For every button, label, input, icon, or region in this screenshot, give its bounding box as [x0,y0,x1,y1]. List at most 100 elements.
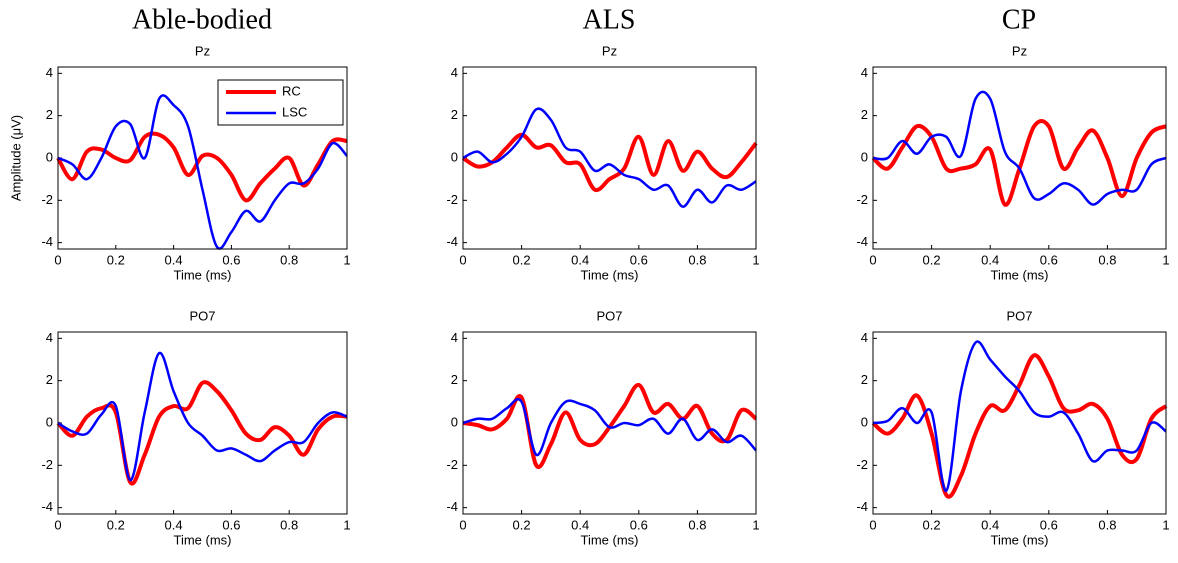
axes-box [57,331,348,515]
y-tick-label: 2 [861,107,868,122]
y-axis-label: Amplitude (μV) [8,115,23,201]
x-tick-label: 0.6 [630,517,648,532]
column-title: ALS [583,4,636,35]
column-title: Able-bodied [132,4,272,35]
y-tick-label: -2 [446,457,458,472]
x-axis-label: Time (ms) [580,532,638,547]
y-tick-label: 4 [46,330,53,345]
x-tick-label: 0 [869,252,876,267]
x-tick-label: 0.6 [222,252,240,267]
x-tick-label: 1 [1162,517,1169,532]
x-tick-label: 0.6 [1040,252,1058,267]
axes-box [462,66,757,250]
x-tick-label: 0.8 [280,517,298,532]
x-tick-label: 1 [752,517,759,532]
y-tick-label: 4 [451,65,458,80]
x-tick-label: 0.6 [222,517,240,532]
x-axis-label: Time (ms) [990,532,1048,547]
x-tick-label: 0 [459,252,466,267]
y-tick-label: 2 [46,372,53,387]
line-series [57,351,348,482]
subplot-title: PO7 [596,308,622,323]
y-tick-label: 0 [451,149,458,164]
axes-box [57,66,348,250]
x-tick-label: 0.2 [513,517,531,532]
line-series [462,107,757,208]
y-tick-label: 4 [861,330,868,345]
x-tick-label: 0.4 [981,517,999,532]
x-tick-label: 0.4 [981,252,999,267]
y-tick-label: -2 [856,192,868,207]
y-tick-label: 2 [46,107,53,122]
column-title: CP [1002,4,1036,35]
plot-area [463,332,756,514]
legend-label: LSC [282,104,307,119]
x-tick-label: 0.6 [1040,517,1058,532]
y-tick-label: -4 [41,234,53,249]
y-tick-label: 4 [46,65,53,80]
plot-area [463,67,756,249]
line-series [872,90,1167,206]
x-tick-label: 0.2 [923,517,941,532]
x-tick-label: 0.8 [280,252,298,267]
y-tick-label: 4 [451,330,458,345]
x-axis-label: Time (ms) [990,267,1048,282]
plot-area [873,67,1166,249]
x-tick-label: 0.8 [1098,252,1116,267]
y-tick-label: 4 [861,65,868,80]
y-tick-label: 0 [451,414,458,429]
plot-area [58,332,347,514]
y-tick-label: -4 [446,499,458,514]
line-series [871,353,1168,499]
plot-area [873,332,1166,514]
subplot-title: PO7 [189,308,215,323]
x-axis-label: Time (ms) [580,267,638,282]
subplot-title: Pz [195,43,210,58]
x-tick-label: 0.8 [688,517,706,532]
y-tick-label: -2 [41,192,53,207]
x-tick-label: 0.2 [107,517,125,532]
y-tick-label: 0 [861,414,868,429]
x-tick-label: 1 [1162,252,1169,267]
y-tick-label: -4 [41,499,53,514]
subplot-title: Pz [1012,43,1027,58]
x-tick-label: 0.4 [571,517,589,532]
subplot-title: PO7 [1006,308,1032,323]
y-tick-label: -2 [856,457,868,472]
x-tick-label: 0.4 [165,252,183,267]
y-tick-label: -4 [856,234,868,249]
y-tick-label: -4 [446,234,458,249]
x-tick-label: 1 [343,252,350,267]
x-tick-label: 0.8 [1098,517,1116,532]
x-tick-label: 0.4 [571,252,589,267]
axes-box [872,66,1167,250]
x-tick-label: 0 [54,252,61,267]
y-tick-label: 2 [451,107,458,122]
x-axis-label: Time (ms) [173,532,231,547]
x-tick-label: 0.4 [165,517,183,532]
line-series [57,94,348,250]
axes-box [462,331,757,515]
y-tick-label: 0 [46,149,53,164]
x-tick-label: 0 [459,517,466,532]
legend-label: RC [282,83,301,98]
x-tick-label: 0.2 [107,252,125,267]
x-tick-label: 0.8 [688,252,706,267]
y-tick-label: -2 [446,192,458,207]
x-tick-label: 0.2 [923,252,941,267]
y-tick-label: 2 [861,372,868,387]
x-tick-label: 0 [54,517,61,532]
x-tick-label: 0.6 [630,252,648,267]
subplot-title: Pz [602,43,617,58]
x-tick-label: 0.2 [513,252,531,267]
legend-box [217,79,344,126]
y-tick-label: 2 [451,372,458,387]
line-series [872,340,1167,492]
x-tick-label: 1 [752,252,759,267]
y-tick-label: -2 [41,457,53,472]
axes-box [872,331,1167,515]
x-axis-label: Time (ms) [173,267,231,282]
line-series [461,132,758,193]
y-tick-label: -4 [856,499,868,514]
line-series [462,397,757,457]
